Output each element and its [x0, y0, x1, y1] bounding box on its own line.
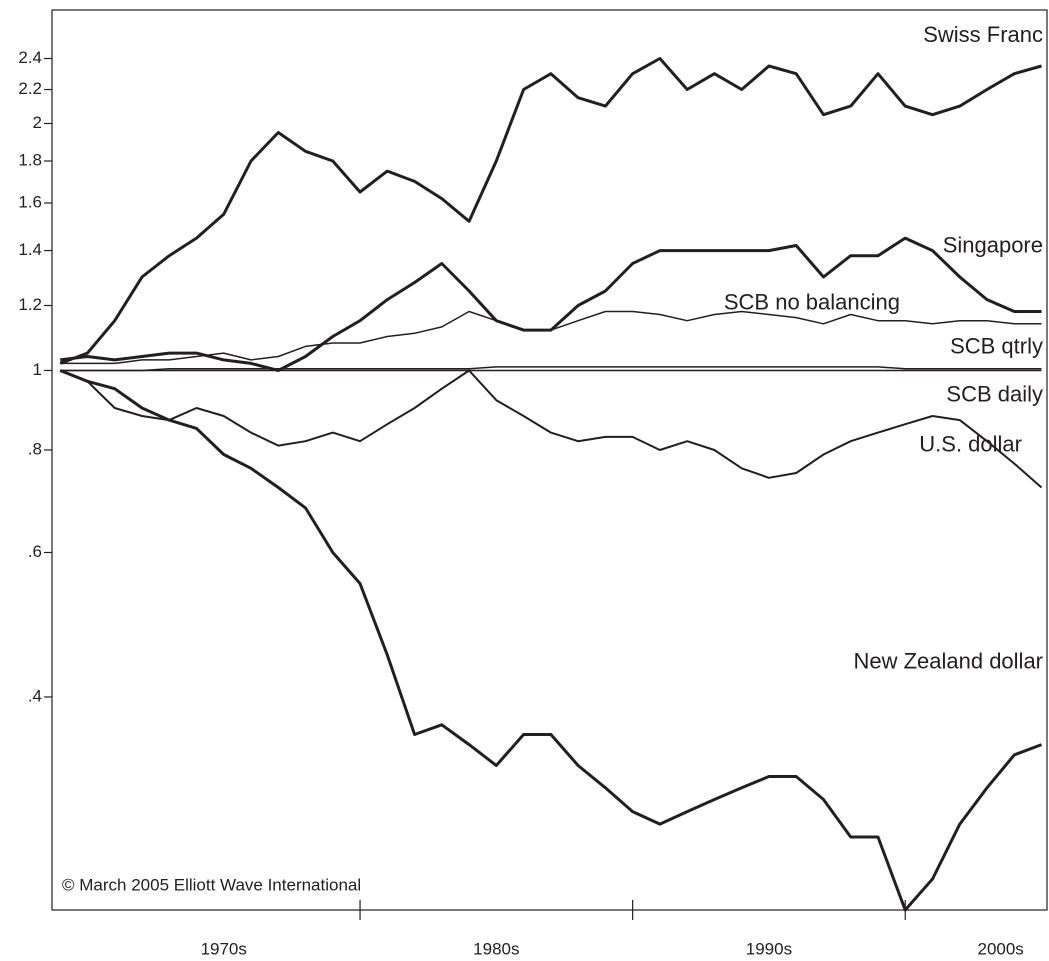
- y-tick-label: 1: [33, 360, 42, 379]
- y-tick-label: 1.8: [18, 151, 42, 170]
- series-label: Singapore: [943, 232, 1043, 257]
- x-tick-label: 1970s: [201, 939, 247, 958]
- series-label: SCB no balancing: [724, 290, 900, 315]
- x-tick-label: 1990s: [746, 939, 792, 958]
- series-line: [59, 369, 1043, 912]
- series-label: New Zealand dollar: [853, 648, 1043, 673]
- series-label: SCB qtrly: [950, 334, 1043, 359]
- y-tick-label: 1.6: [18, 192, 42, 211]
- series-line: [59, 57, 1042, 365]
- series-line: [60, 366, 1042, 372]
- y-tick-label: 2.2: [18, 79, 42, 98]
- plot-frame: [51, 9, 1048, 911]
- series-label: Swiss Franc: [923, 22, 1043, 47]
- annotation: © March 2005 Elliott Wave International: [62, 875, 361, 894]
- y-tick-label: 1.2: [18, 295, 42, 314]
- series-line: [59, 369, 1043, 489]
- y-tick-label: 2.4: [18, 48, 42, 67]
- series-label: SCB daily: [946, 381, 1043, 406]
- series-label: U.S. dollar: [919, 431, 1022, 456]
- x-tick-label: 2000s: [977, 939, 1023, 958]
- y-tick-label: 1.4: [18, 240, 42, 259]
- y-tick-label: .6: [28, 542, 42, 561]
- x-tick-label: 1980s: [473, 939, 519, 958]
- y-tick-label: .4: [28, 686, 42, 705]
- y-tick-label: 2: [33, 113, 42, 132]
- y-tick-label: .8: [28, 439, 42, 458]
- series-line: [60, 310, 1042, 365]
